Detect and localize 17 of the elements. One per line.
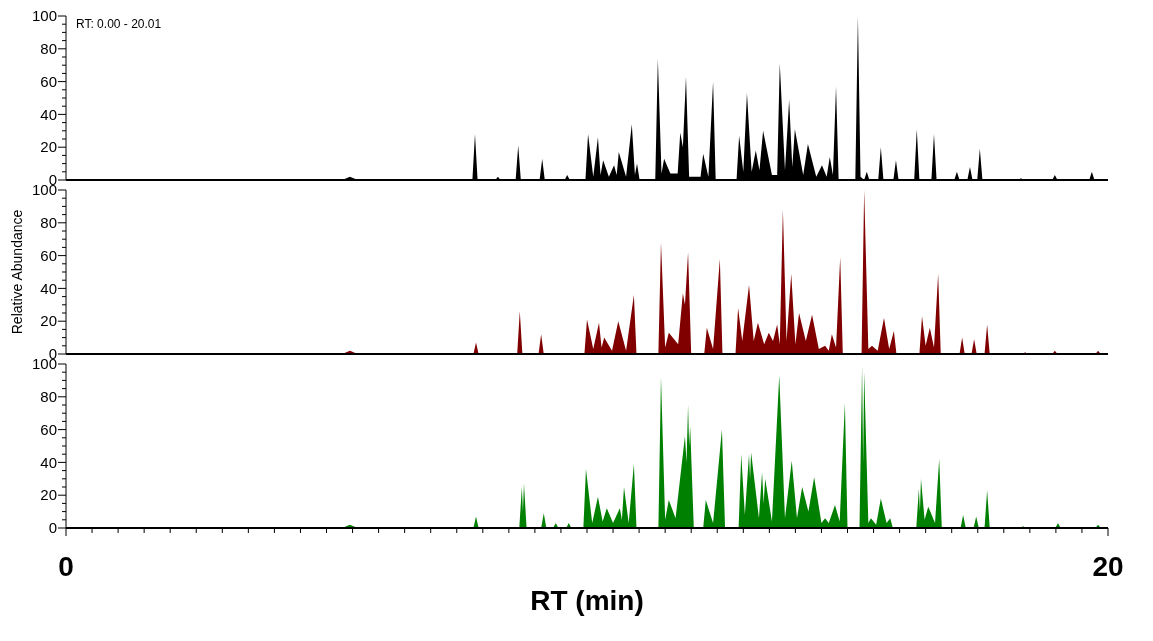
y-tick-label: 80	[40, 388, 57, 406]
annotation: RT: 0.00 - 20.01	[76, 17, 162, 31]
x-axis-title: RT (min)	[530, 585, 644, 616]
y-tick-label: 40	[40, 279, 57, 297]
y-tick-label: 80	[40, 214, 57, 232]
y-axis-title: Relative Abundance	[9, 209, 25, 335]
y-tick-label: 0	[48, 519, 57, 537]
y-tick-label: 80	[40, 40, 57, 58]
y-tick-label: 20	[40, 138, 57, 156]
y-tick-label: 40	[40, 105, 57, 123]
y-tick-label: 100	[31, 7, 57, 25]
y-tick-label: 20	[40, 312, 57, 330]
y-tick-label: 40	[40, 453, 57, 471]
y-tick-label: 60	[40, 72, 57, 90]
y-tick-label: 20	[40, 486, 57, 504]
y-tick-label: 60	[40, 420, 57, 438]
y-tick-label: 60	[40, 246, 57, 264]
